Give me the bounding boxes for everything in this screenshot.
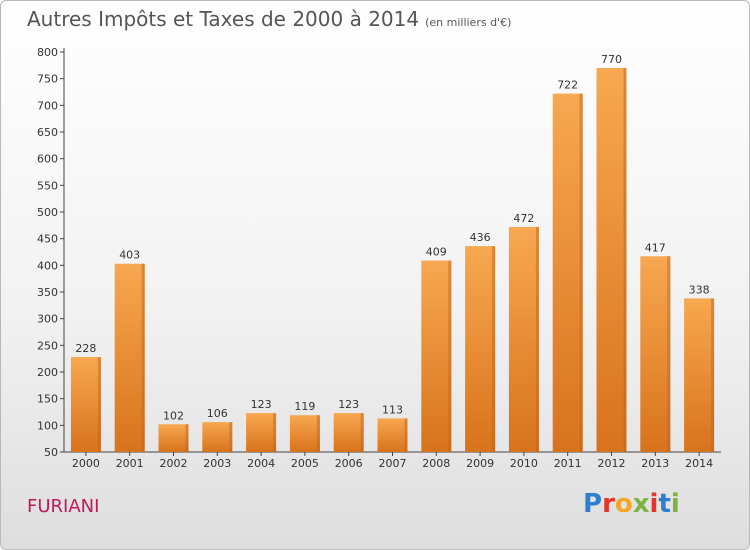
x-tick-label: 2008 xyxy=(422,457,450,470)
bar-shade xyxy=(448,260,452,452)
bar xyxy=(465,246,496,452)
y-tick-label: 50 xyxy=(44,446,58,459)
y-tick-label: 650 xyxy=(37,126,58,139)
bar-shade xyxy=(185,424,189,452)
bar xyxy=(377,418,408,452)
bar xyxy=(333,413,364,452)
x-tick-label: 2006 xyxy=(335,457,363,470)
bar-value-label: 123 xyxy=(251,398,272,411)
bar-shade xyxy=(623,68,627,452)
y-tick-label: 800 xyxy=(37,46,58,59)
bar-value-label: 106 xyxy=(207,407,228,420)
logo-letter: x xyxy=(632,489,650,519)
bar-value-label: 436 xyxy=(470,231,491,244)
chart-unit: (en milliers d'€) xyxy=(425,16,512,29)
bar-shade xyxy=(535,226,539,452)
bar xyxy=(684,298,715,452)
y-tick-label: 150 xyxy=(37,393,58,406)
bar xyxy=(158,424,189,452)
y-tick-label: 300 xyxy=(37,313,58,326)
x-tick-label: 2001 xyxy=(116,457,144,470)
bar-shade xyxy=(229,422,233,452)
x-tick-label: 2003 xyxy=(203,457,231,470)
chart-title-text: Autres Impôts et Taxes de 2000 à 2014 xyxy=(27,7,420,31)
bar-value-label: 123 xyxy=(338,398,359,411)
y-tick-label: 200 xyxy=(37,366,58,379)
bar-value-label: 722 xyxy=(557,79,578,92)
bar xyxy=(70,357,101,452)
bar-shade xyxy=(360,413,364,452)
bar xyxy=(246,413,277,452)
bar xyxy=(421,260,452,452)
bar-value-label: 102 xyxy=(163,409,184,422)
y-tick-label: 600 xyxy=(37,153,58,166)
x-tick-label: 2007 xyxy=(379,457,407,470)
bar-shade xyxy=(141,263,145,452)
x-tick-label: 2012 xyxy=(598,457,626,470)
bar-value-label: 472 xyxy=(513,212,534,225)
x-tick-label: 2005 xyxy=(291,457,319,470)
bar xyxy=(114,263,145,452)
bar-shade xyxy=(316,415,320,452)
bar xyxy=(508,226,539,452)
bar-shade xyxy=(273,413,277,452)
town-name: FURIANI xyxy=(27,496,100,517)
bar-shade xyxy=(711,298,715,452)
bar-shade xyxy=(97,357,101,452)
x-tick-label: 2002 xyxy=(160,457,188,470)
y-tick-label: 550 xyxy=(37,179,58,192)
x-tick-label: 2009 xyxy=(466,457,494,470)
y-tick-label: 750 xyxy=(37,73,58,86)
y-tick-label: 500 xyxy=(37,206,58,219)
y-tick-label: 250 xyxy=(37,339,58,352)
logo-letter: i xyxy=(649,489,659,519)
bar-value-label: 770 xyxy=(601,53,622,66)
bar-value-label: 119 xyxy=(294,400,315,413)
y-tick-label: 350 xyxy=(37,286,58,299)
proxiti-logo: Proxiti xyxy=(583,489,680,519)
x-tick-label: 2013 xyxy=(641,457,669,470)
chart-title: Autres Impôts et Taxes de 2000 à 2014 (en… xyxy=(27,7,511,31)
bar-shade xyxy=(579,93,583,452)
bar xyxy=(596,68,627,452)
bar-shade xyxy=(492,246,496,452)
bar-shade xyxy=(404,418,408,452)
logo-letter: i xyxy=(670,489,680,519)
logo-letter: P xyxy=(583,489,603,519)
x-tick-label: 2010 xyxy=(510,457,538,470)
logo-letter: o xyxy=(614,489,633,519)
bar-value-label: 417 xyxy=(645,241,666,254)
x-tick-label: 2011 xyxy=(554,457,582,470)
x-tick-label: 2014 xyxy=(685,457,713,470)
y-tick-label: 450 xyxy=(37,233,58,246)
bar-value-label: 409 xyxy=(426,246,447,259)
bar xyxy=(289,415,320,452)
x-tick-label: 2004 xyxy=(247,457,275,470)
logo-letter: r xyxy=(602,489,615,519)
bar-value-label: 113 xyxy=(382,403,403,416)
bar-value-label: 338 xyxy=(689,283,710,296)
y-tick-label: 100 xyxy=(37,419,58,432)
x-tick-label: 2000 xyxy=(72,457,100,470)
bar-shade xyxy=(667,256,671,452)
bar xyxy=(640,256,671,452)
bar xyxy=(552,93,583,452)
logo-letter: t xyxy=(658,489,671,519)
bar-value-label: 228 xyxy=(75,342,96,355)
bar-value-label: 403 xyxy=(119,249,140,262)
bar xyxy=(202,422,233,452)
y-tick-label: 700 xyxy=(37,99,58,112)
y-tick-label: 400 xyxy=(37,259,58,272)
